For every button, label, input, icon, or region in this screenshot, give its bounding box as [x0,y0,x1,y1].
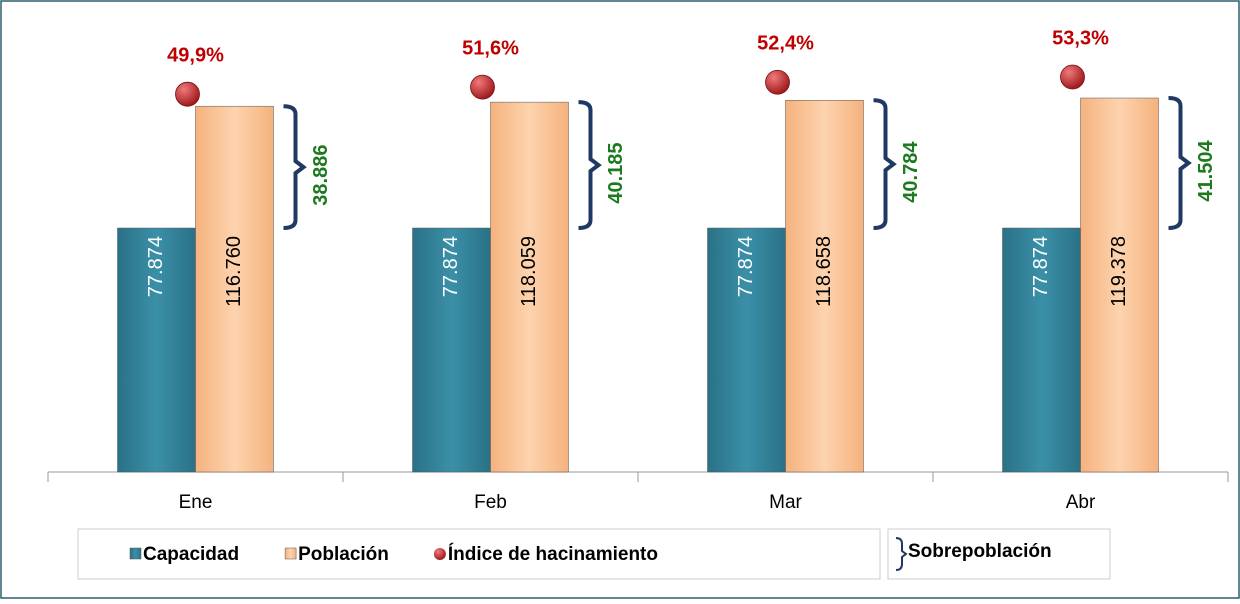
dot [175,81,200,107]
dot [765,69,790,95]
data-label: 119.378 [1108,236,1130,307]
data-label: 77.874 [1030,236,1052,297]
bar [117,227,196,473]
x-tick-label: Ene [179,492,213,513]
legend-label: Población [298,544,389,565]
legend-label: Capacidad [143,544,239,565]
bar [1080,97,1159,473]
bracket [578,100,602,231]
data-label: 40.784 [900,141,922,203]
bar [707,227,786,473]
legend-swatch [895,537,908,571]
legend-label: Índice de hacinamiento [448,543,658,565]
data-label: 77.874 [440,236,462,297]
dot [470,74,495,100]
data-label: 77.874 [145,236,167,297]
bracket [283,104,307,231]
data-label: 49,9% [167,44,224,66]
data-label: 77.874 [735,236,757,297]
data-label: 52,4% [757,33,814,55]
x-tick-label: Abr [1066,492,1096,513]
x-tick-label: Mar [769,492,802,513]
data-label: 116.760 [223,236,245,307]
data-label: 53,3% [1052,27,1109,49]
bracket [1168,96,1192,231]
legend-swatch [433,548,446,560]
x-tick-label: Feb [474,492,507,513]
bar [195,105,274,473]
bar [785,100,864,473]
data-label: 51,6% [462,37,519,59]
data-label: 41.504 [1195,140,1217,202]
legend-swatch [284,547,297,560]
legend-box [77,528,881,580]
data-label: 118.059 [518,236,540,307]
data-label: 118.658 [813,236,835,307]
bracket [873,98,897,231]
legend-label: Sobrepoblación [908,541,1052,562]
bar [1002,227,1081,473]
legend-box [887,528,1111,580]
bar [412,227,491,473]
data-label: 40.185 [605,142,627,203]
dot [1060,64,1085,90]
data-label: 38.886 [310,145,332,206]
bar [490,101,569,473]
legend-swatch [129,547,142,560]
